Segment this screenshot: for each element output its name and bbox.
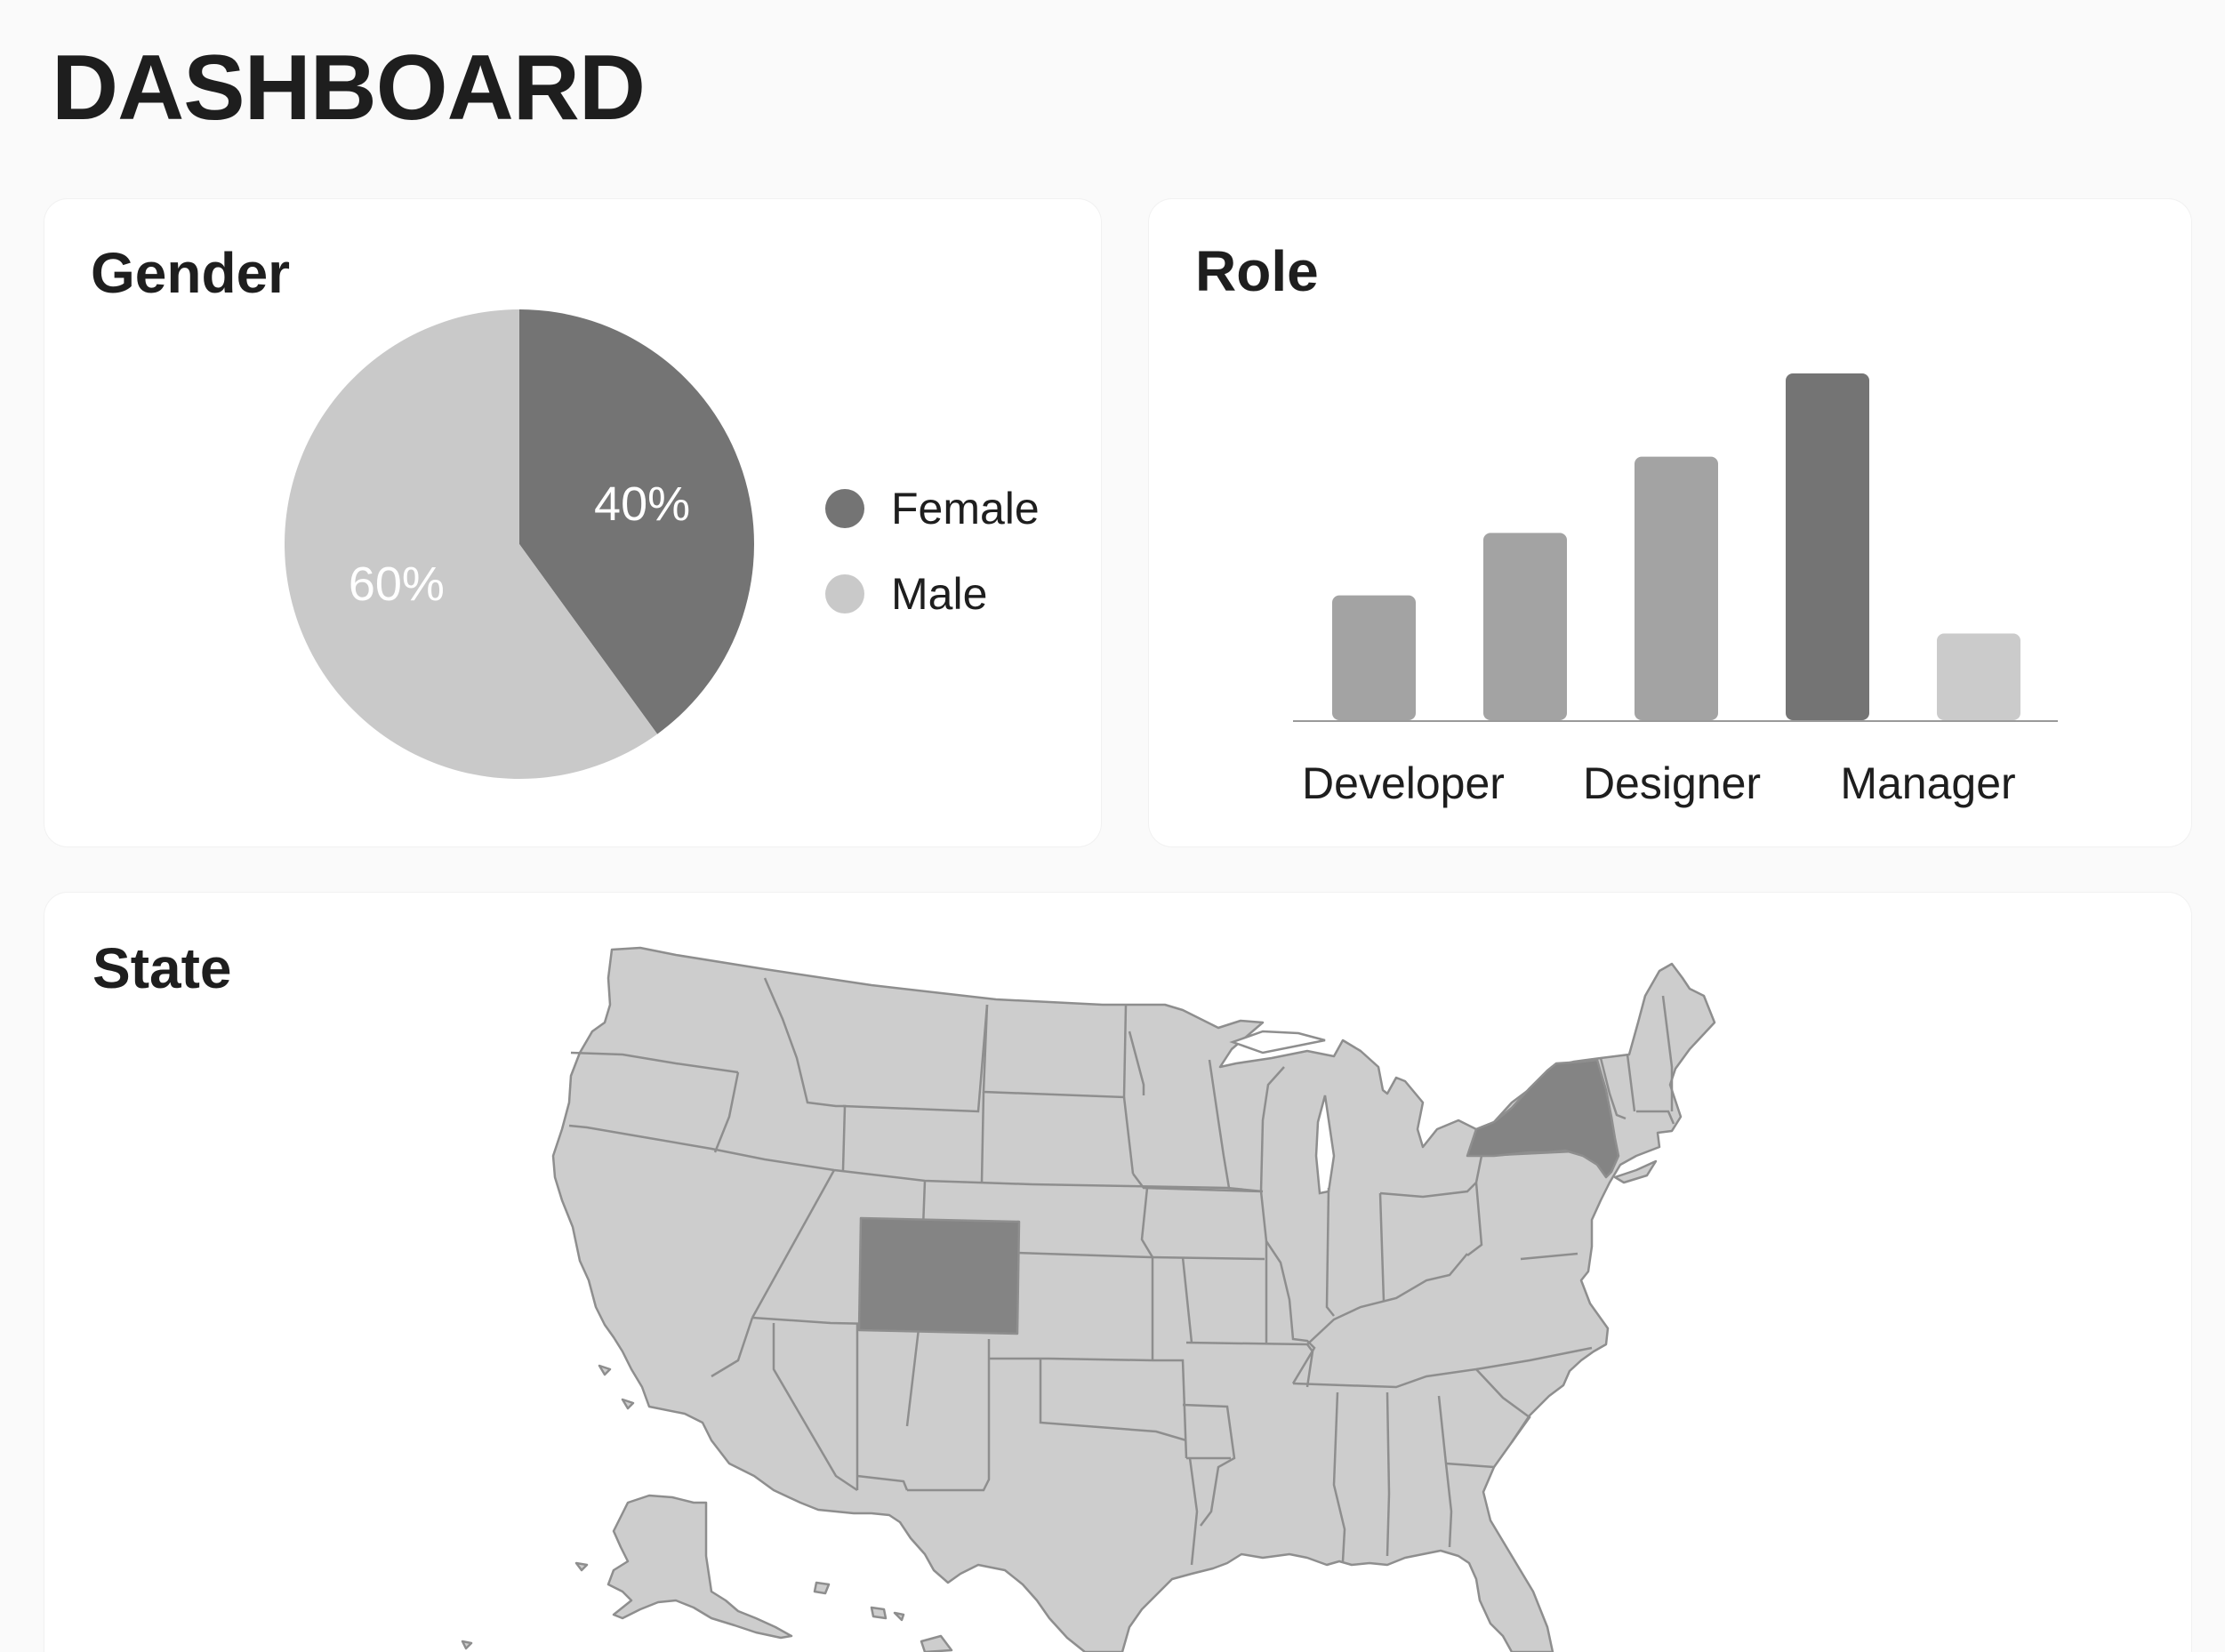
- hawaii-island-4: [920, 1634, 953, 1652]
- state-card: State: [44, 893, 2191, 1652]
- role-bar[interactable]: [1937, 633, 2020, 721]
- role-bar[interactable]: [1332, 595, 1416, 720]
- channel-islands-2: [621, 1398, 635, 1410]
- hawaii-island-3: [893, 1611, 905, 1622]
- tick-label-developer: Developer: [1302, 758, 1505, 808]
- state-new-york[interactable]: [1466, 1058, 1620, 1179]
- pie-label-male: 60%: [349, 557, 445, 611]
- aleutian-islands-2: [461, 1640, 473, 1650]
- legend-label-female: Female: [891, 484, 1040, 533]
- legend-item-male[interactable]: Male: [825, 565, 1040, 622]
- gender-pie-chart: 40% 60%: [285, 309, 754, 779]
- state-borders: [568, 977, 1675, 1566]
- pie-slice-male[interactable]: [285, 309, 658, 779]
- role-card: Developer Designer Manager Role: [1149, 199, 2191, 846]
- gender-card-title: Gender: [91, 241, 291, 305]
- role-bar-chart: Developer Designer Manager: [1293, 373, 2058, 808]
- lake-michigan: [1314, 1095, 1336, 1195]
- role-card-title: Role: [1195, 239, 1319, 303]
- tick-label-manager: Manager: [1840, 758, 2015, 808]
- hawaii-island-2: [870, 1606, 888, 1620]
- state-colorado[interactable]: [857, 1216, 1021, 1335]
- us-state-map: [461, 946, 1716, 1652]
- pie-slice-female[interactable]: [519, 309, 754, 734]
- us-mainland: [551, 946, 1716, 1652]
- role-bar[interactable]: [1483, 533, 1567, 720]
- tick-label-designer: Designer: [1583, 758, 1761, 808]
- legend-label-male: Male: [891, 569, 988, 619]
- state-card-title: State: [92, 936, 232, 1000]
- aleutian-islands: [574, 1561, 589, 1572]
- long-island: [1613, 1159, 1658, 1184]
- role-bar[interactable]: [1635, 456, 1718, 720]
- lake-superior: [1229, 1030, 1326, 1055]
- gender-card: 40% 60% Gender Female Male: [44, 199, 1101, 846]
- pie-label-female: 40%: [594, 477, 690, 531]
- page-title: DASHBOARD: [52, 36, 646, 140]
- alaska: [606, 1494, 793, 1640]
- hawaii-island-1: [813, 1581, 831, 1595]
- legend-item-female[interactable]: Female: [825, 480, 1040, 537]
- gender-legend: Female Male: [825, 480, 1040, 651]
- female-swatch-icon: [825, 489, 864, 528]
- male-swatch-icon: [825, 574, 864, 613]
- role-bar[interactable]: [1786, 373, 1869, 720]
- channel-islands: [598, 1364, 612, 1376]
